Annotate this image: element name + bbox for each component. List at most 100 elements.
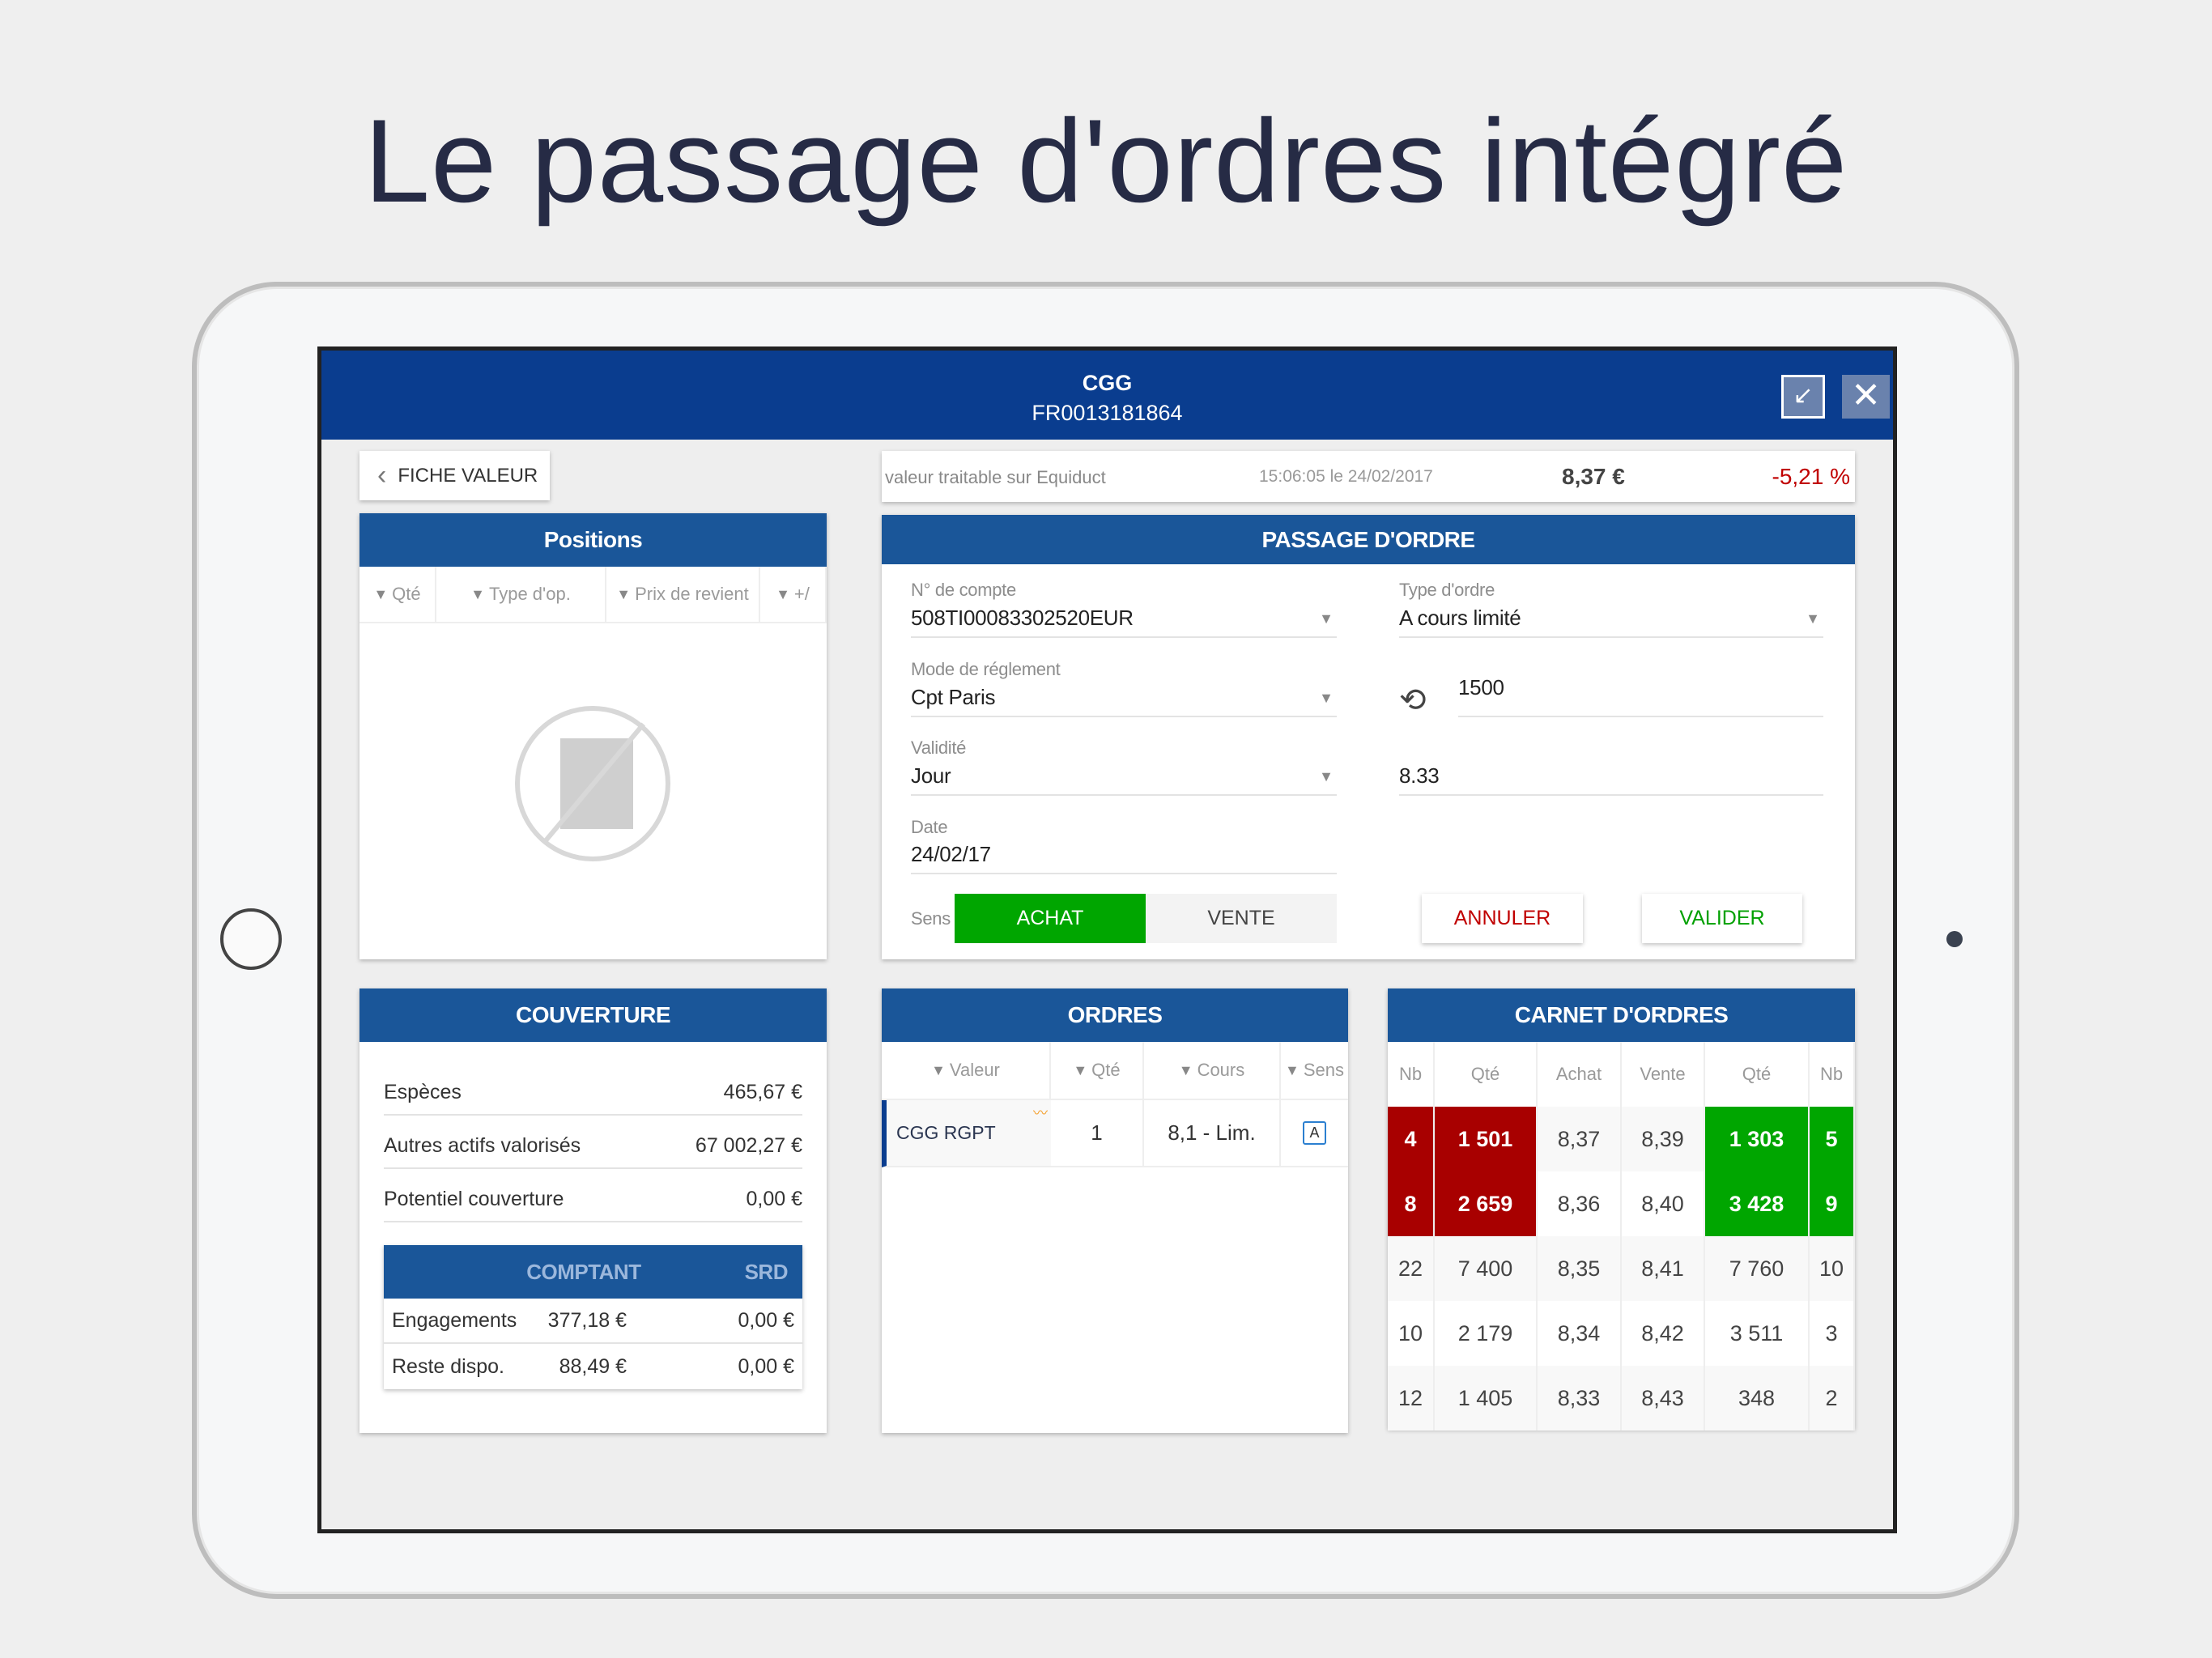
order-book-cell: 2 179 xyxy=(1435,1301,1538,1366)
order-book-cell: 8,34 xyxy=(1538,1301,1622,1366)
coverage-title: COUVERTURE xyxy=(359,988,827,1042)
order-row[interactable]: CGG RGPT 〰 1 8,1 - Lim. A xyxy=(882,1100,1348,1167)
cancel-button[interactable]: ANNULER xyxy=(1422,894,1583,943)
validity-label: Validité xyxy=(911,738,967,758)
order-book-cell: 10 xyxy=(1388,1301,1435,1366)
col-cours[interactable]: ▼ Cours xyxy=(1144,1042,1281,1099)
col-type[interactable]: ▼ Type d'op. xyxy=(436,567,606,622)
order-book-cell: 10 xyxy=(1810,1236,1855,1301)
back-label: FICHE VALEUR xyxy=(398,464,538,487)
home-button xyxy=(220,908,282,970)
tradable-text: valeur traitable sur Equiduct xyxy=(885,467,1106,487)
quote-time: 15:06:05 le 24/02/2017 xyxy=(1259,467,1433,486)
order-book-cell: 3 511 xyxy=(1705,1301,1810,1366)
quote-price: 8,37 € xyxy=(1562,464,1625,489)
coverage-row: Potentiel couverture 0,00 € xyxy=(384,1169,802,1222)
order-book-row: 12 1 405 8,33 8,43 348 2 xyxy=(1388,1366,1855,1431)
order-type-select[interactable]: A cours limité ▼ xyxy=(1399,606,1823,638)
col-plus-minus[interactable]: ▼ +/ xyxy=(760,567,827,622)
submit-button[interactable]: VALIDER xyxy=(1642,894,1802,943)
validity-select[interactable]: Jour ▼ xyxy=(911,763,1337,796)
col-qte[interactable]: ▼ Qté xyxy=(359,567,436,622)
order-book-cell: 8,37 xyxy=(1538,1107,1622,1171)
order-book-cell: 8,42 xyxy=(1622,1301,1705,1366)
quantity-input[interactable]: 1500 xyxy=(1458,675,1823,717)
camera xyxy=(1946,931,1963,947)
order-book-row: 10 2 179 8,34 8,42 3 511 3 xyxy=(1388,1301,1855,1366)
order-book-cell: 4 xyxy=(1388,1107,1435,1171)
order-panel: PASSAGE D'ORDRE xyxy=(882,515,1855,959)
order-book-title: CARNET D'ORDRES xyxy=(1388,988,1855,1042)
headline: Le passage d'ordres intégré xyxy=(364,95,1848,227)
col-prix[interactable]: ▼ Prix de revient xyxy=(606,567,760,622)
settlement-select[interactable]: Cpt Paris ▼ xyxy=(911,685,1337,717)
order-book-cell: 1 303 xyxy=(1705,1107,1810,1171)
coverage-row: Autres actifs valorisés 67 002,27 € xyxy=(384,1116,802,1169)
order-book-cell: 5 xyxy=(1810,1107,1855,1171)
sell-button[interactable]: VENTE xyxy=(1146,894,1337,943)
order-book-cell: 2 xyxy=(1810,1366,1855,1431)
order-book-cell: 8,33 xyxy=(1538,1366,1622,1431)
order-book-cell: 8,41 xyxy=(1622,1236,1705,1301)
close-icon[interactable]: ✕ xyxy=(1842,375,1890,419)
order-title: PASSAGE D'ORDRE xyxy=(882,515,1855,564)
col-valeur[interactable]: ▼ Valeur xyxy=(882,1042,1051,1099)
order-book-cell: 3 xyxy=(1810,1301,1855,1366)
order-book-cell: 1 501 xyxy=(1435,1107,1538,1171)
orders-panel: ORDRES ▼ Valeur ▼ Qté ▼ Cours ▼ Sens CGG… xyxy=(882,988,1348,1433)
quote-change: -5,21 % xyxy=(1772,464,1851,489)
order-book-row: 22 7 400 8,35 8,41 7 760 10 xyxy=(1388,1236,1855,1301)
order-book-cell: 8,36 xyxy=(1538,1171,1622,1236)
side-label: Sens xyxy=(911,908,951,929)
back-button[interactable]: ‹ FICHE VALEUR xyxy=(359,451,550,500)
subtable-row: Engagements 377,18 €0,00 € xyxy=(384,1299,802,1344)
order-book-cell: 7 760 xyxy=(1705,1236,1810,1301)
order-book-cell: 9 xyxy=(1810,1171,1855,1236)
order-book-cell: 8,39 xyxy=(1622,1107,1705,1171)
coverage-panel: COUVERTURE Espèces 465,67 € Autres actifs… xyxy=(359,988,827,1433)
date-input[interactable]: 24/02/17 xyxy=(911,842,1337,874)
order-book-cell: 8 xyxy=(1388,1171,1435,1236)
history-icon[interactable]: ⟲ xyxy=(1399,682,1427,718)
stock-name: CGG xyxy=(1082,371,1133,395)
order-book-cell: 8,43 xyxy=(1622,1366,1705,1431)
order-book-cell: 2 659 xyxy=(1435,1171,1538,1236)
date-label: Date xyxy=(911,817,948,837)
positions-title: Positions xyxy=(359,513,827,567)
chevron-left-icon: ‹ xyxy=(377,460,387,491)
col-sens[interactable]: ▼ Sens xyxy=(1285,1060,1344,1080)
dropdown-icon: ▼ xyxy=(1319,610,1334,627)
buy-side-icon: A xyxy=(1303,1121,1326,1145)
window-header: CGG FR0013181864 xyxy=(321,351,1893,440)
limit-price-input[interactable]: 8.33 xyxy=(1399,763,1823,796)
quote-bar: valeur traitable sur Equiduct 15:06:05 l… xyxy=(882,451,1855,502)
order-book-cell: 22 xyxy=(1388,1236,1435,1301)
order-book-cell: 8,35 xyxy=(1538,1236,1622,1301)
stock-isin: FR0013181864 xyxy=(1032,401,1183,425)
orders-title: ORDRES xyxy=(882,988,1348,1042)
order-book-cell: 12 xyxy=(1388,1366,1435,1431)
coverage-subtable: COMPTANT SRD Engagements 377,18 €0,00 € Re… xyxy=(384,1245,802,1389)
order-book-cell: 348 xyxy=(1705,1366,1810,1431)
account-select[interactable]: 508TI00083302520EUR ▼ xyxy=(911,606,1337,638)
account-label: N° de compte xyxy=(911,580,1016,600)
order-book-cell: 8,40 xyxy=(1622,1171,1705,1236)
dropdown-icon: ▼ xyxy=(1319,690,1334,706)
col-qte[interactable]: ▼ Qté xyxy=(1051,1042,1144,1099)
positions-panel: Positions ▼ Qté ▼ Type d'op. ▼ Prix de r… xyxy=(359,513,827,959)
no-data-icon xyxy=(515,706,670,861)
minimize-icon[interactable]: ↙ xyxy=(1781,375,1825,419)
buy-button[interactable]: ACHAT xyxy=(955,894,1146,943)
chart-icon: 〰 xyxy=(1033,1105,1048,1121)
dropdown-icon: ▼ xyxy=(1806,610,1820,627)
order-book-header: Nb Qté Achat Vente Qté Nb xyxy=(1388,1042,1855,1107)
order-book-cell: 1 405 xyxy=(1435,1366,1538,1431)
order-book-cell: 7 400 xyxy=(1435,1236,1538,1301)
settlement-label: Mode de réglement xyxy=(911,659,1061,679)
order-book-cell: 3 428 xyxy=(1705,1171,1810,1236)
subtable-row: Reste dispo. 88,49 €0,00 € xyxy=(392,1354,794,1378)
coverage-row: Espèces 465,67 € xyxy=(384,1042,802,1116)
